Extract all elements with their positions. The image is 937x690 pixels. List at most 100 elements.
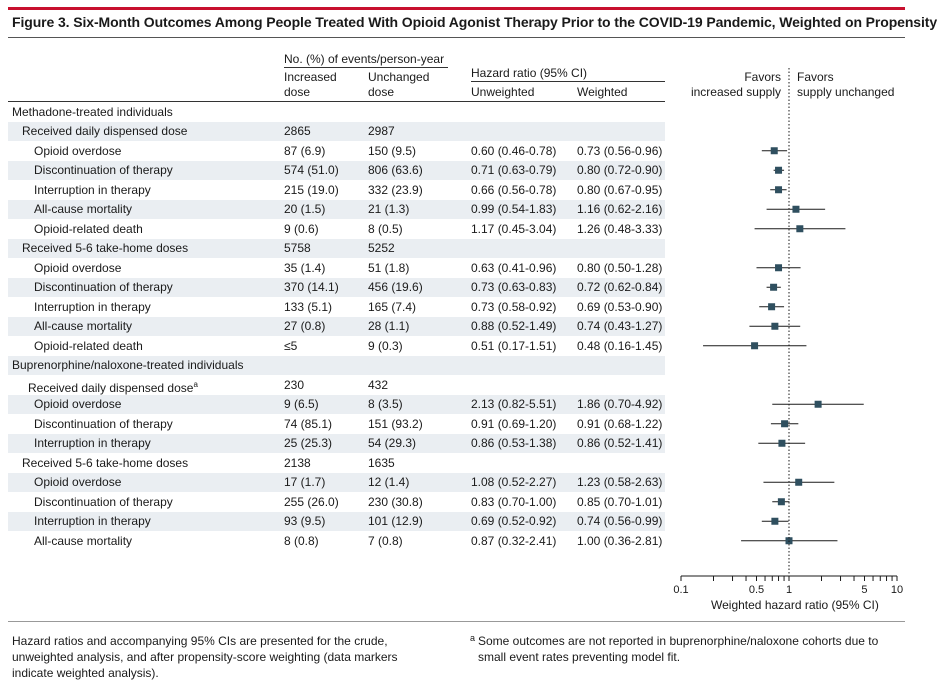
hr-point-marker xyxy=(778,439,786,447)
unweighted-hr-cell: 0.71 (0.63-0.79) xyxy=(471,163,557,177)
unchanged-events-cell: 165 (7.4) xyxy=(368,299,417,314)
weighted-hr-cell: 0.86 (0.52-1.41) xyxy=(577,436,663,450)
unweighted-hr-cell: 0.99 (0.54-1.83) xyxy=(471,202,557,216)
unchanged-events-cell: 101 (12.9) xyxy=(368,514,423,528)
unweighted-hr-cell: 0.87 (0.32-2.41) xyxy=(471,533,557,548)
outcome-label: Discontinuation of therapy xyxy=(34,280,173,294)
events-group-underline xyxy=(284,67,448,68)
increased-events-cell: 215 (19.0) xyxy=(284,182,339,197)
x-axis-tick-label: 0.5 xyxy=(749,584,764,596)
unweighted-hr-cell: 0.83 (0.70-1.00) xyxy=(471,494,557,509)
row-band xyxy=(8,160,665,180)
increased-events-cell: ≤5 xyxy=(284,338,298,353)
x-axis-tick-label: 0.1 xyxy=(673,584,688,596)
unchanged-events-cell: 456 (19.6) xyxy=(368,280,423,294)
hr-group-underline xyxy=(471,81,665,82)
unchanged-events-cell: 806 (63.6) xyxy=(368,163,423,177)
events-group-header: No. (%) of events/person-year xyxy=(284,52,445,66)
hr-point-marker xyxy=(781,420,789,428)
unchanged-events-cell: 151 (93.2) xyxy=(368,416,423,431)
hr-point-marker xyxy=(775,264,783,272)
footnote-right: Some outcomes are not reported in bupren… xyxy=(478,634,879,664)
row-band xyxy=(8,316,665,336)
unchanged-events-cell: 28 (1.1) xyxy=(368,319,410,333)
weighted-header: Weighted xyxy=(577,85,628,99)
unweighted-hr-cell: 0.63 (0.41-0.96) xyxy=(471,260,557,275)
weighted-hr-cell: 0.80 (0.67-0.95) xyxy=(577,182,663,197)
hr-point-marker xyxy=(775,166,783,174)
unweighted-hr-cell: 1.08 (0.52-2.27) xyxy=(471,475,557,489)
increased-n-cell: 230 xyxy=(284,377,305,392)
hr-point-marker xyxy=(770,283,778,291)
weighted-hr-cell: 1.26 (0.48-3.33) xyxy=(577,221,663,236)
unchanged-events-cell: 51 (1.8) xyxy=(368,260,410,275)
weighted-hr-cell: 0.74 (0.43-1.27) xyxy=(577,319,663,333)
outcome-label: Opioid overdose xyxy=(34,143,122,158)
outcome-label: All-cause mortality xyxy=(34,533,133,548)
row-band xyxy=(8,355,665,375)
unchanged-events-cell: 54 (29.3) xyxy=(368,436,417,450)
increased-events-cell: 8 (0.8) xyxy=(284,533,319,548)
outcome-label: Opioid overdose xyxy=(34,475,122,489)
unchanged-events-cell: 150 (9.5) xyxy=(368,143,417,158)
hr-point-marker xyxy=(775,186,783,194)
increased-header-1: Increased xyxy=(284,70,337,84)
favors-increased-label-1: Favors xyxy=(744,70,781,84)
unchanged-n-cell: 2987 xyxy=(368,124,395,138)
hr-point-marker xyxy=(795,478,803,486)
subgroup-label: Received 5-6 take-home doses xyxy=(22,455,189,470)
unweighted-hr-cell: 0.69 (0.52-0.92) xyxy=(471,514,557,528)
x-axis-tick-label: 10 xyxy=(891,584,903,596)
weighted-hr-cell: 0.85 (0.70-1.01) xyxy=(577,494,663,509)
row-band xyxy=(8,238,665,258)
unchanged-header-1: Unchanged xyxy=(368,70,430,84)
unchanged-events-cell: 9 (0.3) xyxy=(368,338,403,353)
increased-events-cell: 9 (6.5) xyxy=(284,397,319,411)
subgroup-label: Received daily dispensed dosea xyxy=(28,379,198,395)
hr-point-marker xyxy=(777,498,785,506)
weighted-hr-cell: 0.69 (0.53-0.90) xyxy=(577,299,663,314)
hr-point-marker xyxy=(814,400,822,408)
outcome-label: All-cause mortality xyxy=(34,202,133,216)
row-band xyxy=(8,277,665,297)
weighted-hr-cell: 0.80 (0.72-0.90) xyxy=(577,163,663,177)
unweighted-hr-cell: 0.66 (0.56-0.78) xyxy=(471,182,557,197)
unchanged-events-cell: 12 (1.4) xyxy=(368,475,410,489)
footnote-left: Hazard ratios and accompanying 95% CIs a… xyxy=(12,634,398,680)
increased-events-cell: 74 (85.1) xyxy=(284,416,333,431)
hr-group-header: Hazard ratio (95% CI) xyxy=(471,66,588,80)
unchanged-events-cell: 21 (1.3) xyxy=(368,202,410,216)
outcome-label: Opioid-related death xyxy=(34,221,143,236)
unweighted-hr-cell: 0.51 (0.17-1.51) xyxy=(471,338,557,353)
row-band xyxy=(8,394,665,414)
increased-events-cell: 93 (9.5) xyxy=(284,514,326,528)
unchanged-n-cell: 5252 xyxy=(368,241,395,255)
row-band xyxy=(8,199,665,219)
footnote-marker: a xyxy=(193,379,198,389)
footnote-right-mark: a xyxy=(470,633,476,643)
weighted-hr-cell: 0.73 (0.56-0.96) xyxy=(577,143,663,158)
unchanged-events-cell: 230 (30.8) xyxy=(368,494,423,509)
unchanged-events-cell: 8 (0.5) xyxy=(368,221,403,236)
row-band xyxy=(8,472,665,492)
unchanged-header-2: dose xyxy=(368,85,395,99)
hr-point-marker xyxy=(771,517,779,525)
favors-unchanged-label-1: Favors xyxy=(797,70,834,84)
group-label: Methadone-treated individuals xyxy=(12,104,173,119)
weighted-hr-cell: 0.91 (0.68-1.22) xyxy=(577,416,663,431)
row-band xyxy=(8,121,665,141)
outcome-label: Opioid overdose xyxy=(34,397,122,411)
outcome-label: All-cause mortality xyxy=(34,319,133,333)
row-band xyxy=(8,511,665,531)
title-rule xyxy=(8,37,905,38)
title-accent-bar xyxy=(8,7,905,10)
subgroup-label: Received 5-6 take-home doses xyxy=(22,241,189,255)
hr-point-marker xyxy=(751,342,759,350)
weighted-hr-cell: 0.80 (0.50-1.28) xyxy=(577,260,663,275)
x-axis-tick-label: 1 xyxy=(786,584,792,596)
unweighted-hr-cell: 0.73 (0.63-0.83) xyxy=(471,280,557,294)
increased-n-cell: 2865 xyxy=(284,124,311,138)
weighted-hr-cell: 0.72 (0.62-0.84) xyxy=(577,280,663,294)
unchanged-events-cell: 8 (3.5) xyxy=(368,397,403,411)
increased-n-cell: 5758 xyxy=(284,241,311,255)
